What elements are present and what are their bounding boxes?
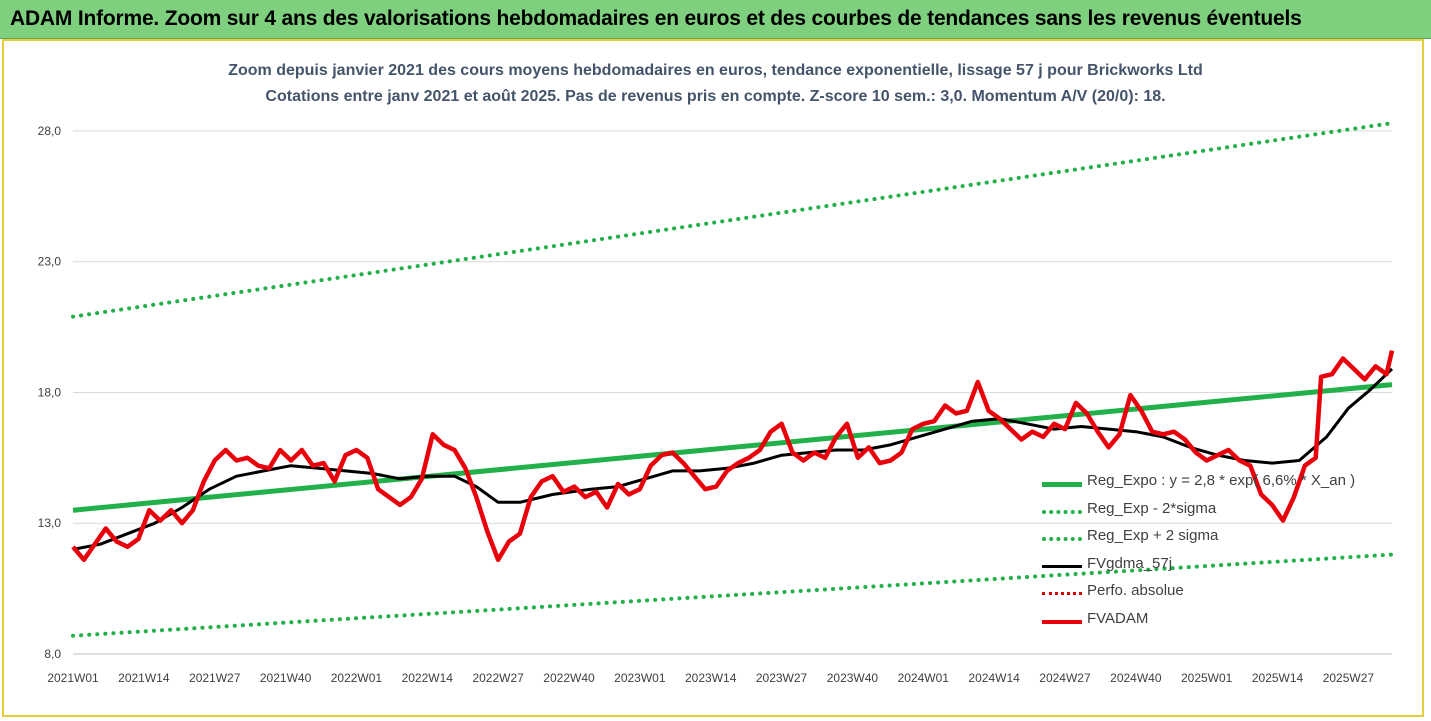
- trend-minus-2sigma-line: [71, 552, 1394, 638]
- legend-swatch: [1042, 564, 1082, 568]
- legend-swatch: [1042, 537, 1082, 541]
- legend-label: Reg_Expo : y = 2,8 * exp( 6,6% * X_an ): [1087, 472, 1356, 489]
- x-tick-label: 2022W27: [472, 671, 524, 685]
- x-tick-label: 2025W14: [1252, 671, 1304, 685]
- x-tick-label: 2021W40: [260, 671, 312, 685]
- x-tick-label: 2021W14: [118, 671, 170, 685]
- trend-plus-2sigma-line: [71, 121, 1394, 319]
- legend-label: Reg_Exp - 2*sigma: [1087, 499, 1217, 517]
- x-tick-label: 2025W01: [1181, 671, 1233, 685]
- legend-item-reg-exp-plus: Reg_Exp + 2 sigma: [1042, 525, 1372, 549]
- y-tick-label: 13,0: [38, 516, 62, 530]
- x-tick-label: 2023W40: [827, 671, 879, 685]
- chart-subtitle: Cotations entre janv 2021 et août 2025. …: [265, 88, 1166, 105]
- x-tick-label: 2025W27: [1323, 671, 1375, 685]
- x-tick-label: 2022W01: [331, 671, 383, 685]
- legend-item-perfo: Perfo. absolue: [1042, 580, 1372, 604]
- chart-title: Zoom depuis janvier 2021 des cours moyen…: [228, 62, 1203, 79]
- legend-item-reg-expo: Reg_Expo : y = 2,8 * exp( 6,6% * X_an ): [1042, 470, 1372, 494]
- x-tick-label: 2024W27: [1039, 671, 1091, 685]
- legend-label: Reg_Exp + 2 sigma: [1087, 527, 1219, 544]
- x-tick-label: 2024W01: [898, 671, 950, 685]
- y-tick-label: 8,0: [44, 647, 61, 661]
- x-tick-label: 2023W27: [756, 671, 808, 685]
- price-line: [71, 350, 1395, 563]
- x-tick-label: 2023W14: [685, 671, 737, 685]
- x-tick-label: 2022W14: [402, 671, 454, 685]
- y-tick-label: 28,0: [38, 124, 62, 138]
- trend-line: [72, 382, 1393, 513]
- legend-swatch: [1042, 509, 1082, 514]
- legend-swatch: [1042, 592, 1082, 595]
- x-tick-label: 2024W40: [1110, 671, 1162, 685]
- x-tick-label: 2021W27: [189, 671, 241, 685]
- report-banner: ADAM Informe. Zoom sur 4 ans des valoris…: [0, 0, 1431, 39]
- legend-item-fvadam: FVADAM: [1042, 608, 1372, 632]
- legend-label: FVADAM: [1087, 609, 1149, 627]
- chart-frame: [2, 39, 1424, 717]
- legend-swatch: [1042, 619, 1082, 624]
- x-tick-label: 2022W40: [543, 671, 595, 685]
- legend-item-fvgdma: FVgdma_57j: [1042, 553, 1372, 577]
- legend-item-reg-exp-minus: Reg_Exp - 2*sigma: [1042, 498, 1372, 522]
- legend-label: FVgdma_57j: [1087, 554, 1173, 572]
- x-tick-label: 2021W01: [47, 671, 99, 685]
- legend-label: Perfo. absolue: [1087, 582, 1184, 599]
- x-tick-label: 2024W14: [968, 671, 1020, 685]
- moving-average-line: [72, 367, 1394, 551]
- y-tick-label: 18,0: [38, 385, 62, 399]
- y-tick-label: 23,0: [38, 255, 62, 269]
- banner-title: ADAM Informe. Zoom sur 4 ans des valoris…: [10, 7, 1302, 30]
- x-tick-label: 2023W01: [614, 671, 666, 685]
- legend-swatch: [1042, 482, 1082, 487]
